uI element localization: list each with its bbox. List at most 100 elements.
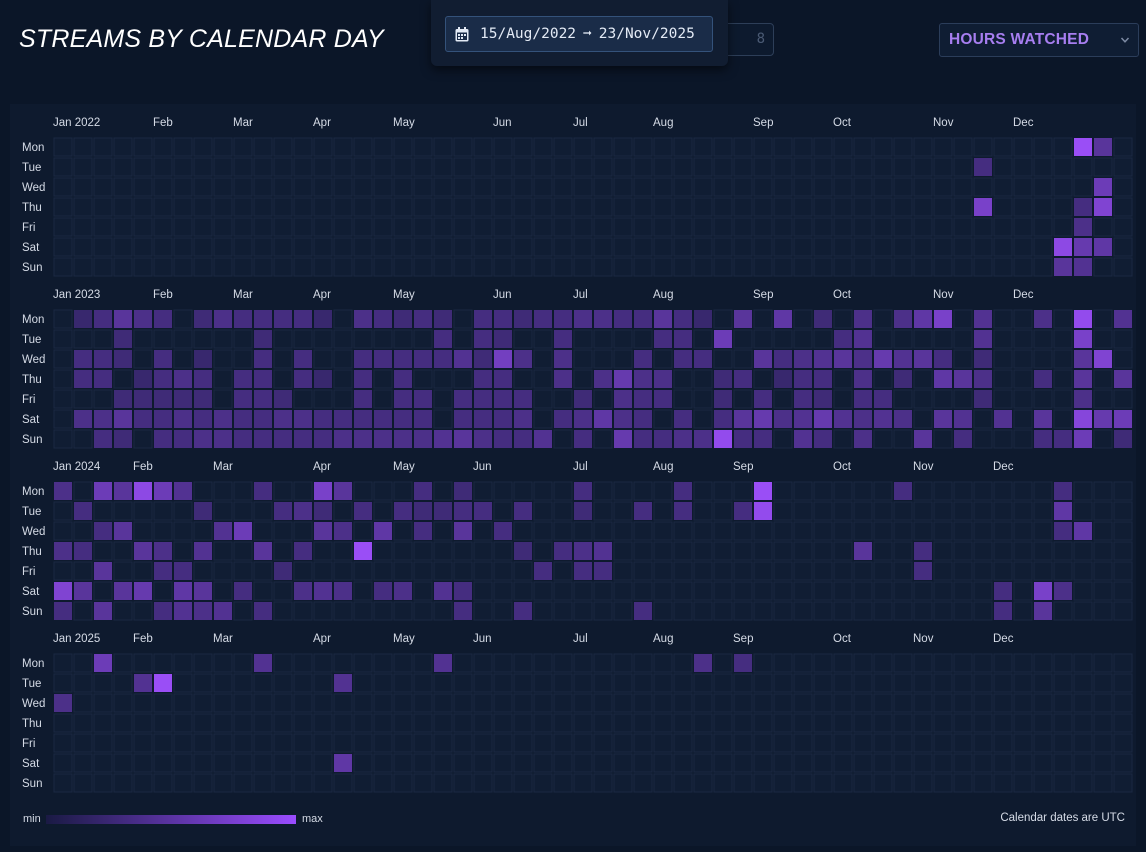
heatmap-cell[interactable]	[134, 674, 152, 692]
heatmap-cell-empty[interactable]	[73, 157, 93, 177]
heatmap-cell[interactable]	[1074, 310, 1092, 328]
heatmap-cell[interactable]	[594, 310, 612, 328]
heatmap-cell-empty[interactable]	[833, 501, 853, 521]
heatmap-cell-empty[interactable]	[853, 521, 873, 541]
heatmap-cell[interactable]	[834, 410, 852, 428]
heatmap-cell-empty[interactable]	[113, 601, 133, 621]
heatmap-cell-empty[interactable]	[473, 481, 493, 501]
heatmap-cell-empty[interactable]	[513, 581, 533, 601]
heatmap-cell-empty[interactable]	[593, 429, 613, 449]
heatmap-cell[interactable]	[474, 390, 492, 408]
heatmap-cell-empty[interactable]	[293, 601, 313, 621]
heatmap-cell-empty[interactable]	[673, 157, 693, 177]
heatmap-cell-empty[interactable]	[893, 673, 913, 693]
heatmap-cell-empty[interactable]	[353, 521, 373, 541]
heatmap-cell-empty[interactable]	[813, 601, 833, 621]
heatmap-cell-empty[interactable]	[1093, 713, 1113, 733]
heatmap-cell[interactable]	[1054, 238, 1072, 256]
heatmap-cell-empty[interactable]	[513, 369, 533, 389]
heatmap-cell-empty[interactable]	[553, 481, 573, 501]
heatmap-cell-empty[interactable]	[473, 601, 493, 621]
heatmap-cell-empty[interactable]	[513, 521, 533, 541]
heatmap-cell-empty[interactable]	[533, 521, 553, 541]
heatmap-cell[interactable]	[1034, 410, 1052, 428]
heatmap-cell-empty[interactable]	[893, 257, 913, 277]
heatmap-cell-empty[interactable]	[633, 257, 653, 277]
heatmap-cell-empty[interactable]	[113, 693, 133, 713]
heatmap-cell-empty[interactable]	[433, 541, 453, 561]
heatmap-cell-empty[interactable]	[113, 157, 133, 177]
heatmap-cell-empty[interactable]	[433, 409, 453, 429]
heatmap-cell-empty[interactable]	[473, 521, 493, 541]
heatmap-cell-empty[interactable]	[533, 349, 553, 369]
heatmap-cell-empty[interactable]	[733, 349, 753, 369]
heatmap-cell[interactable]	[1094, 198, 1112, 216]
heatmap-cell-empty[interactable]	[1033, 237, 1053, 257]
heatmap-cell-empty[interactable]	[1033, 773, 1053, 793]
heatmap-cell-empty[interactable]	[733, 217, 753, 237]
heatmap-cell-empty[interactable]	[393, 197, 413, 217]
heatmap-cell-empty[interactable]	[533, 217, 553, 237]
heatmap-cell-empty[interactable]	[913, 237, 933, 257]
heatmap-cell[interactable]	[594, 542, 612, 560]
heatmap-cell-empty[interactable]	[873, 197, 893, 217]
heatmap-cell-empty[interactable]	[393, 561, 413, 581]
heatmap-cell[interactable]	[634, 602, 652, 620]
heatmap-cell-empty[interactable]	[1013, 157, 1033, 177]
heatmap-cell-empty[interactable]	[913, 389, 933, 409]
heatmap-cell[interactable]	[1074, 430, 1092, 448]
heatmap-cell-empty[interactable]	[513, 237, 533, 257]
heatmap-cell-empty[interactable]	[813, 237, 833, 257]
heatmap-cell-empty[interactable]	[633, 521, 653, 541]
heatmap-cell-empty[interactable]	[253, 673, 273, 693]
heatmap-cell[interactable]	[414, 430, 432, 448]
heatmap-cell-empty[interactable]	[93, 733, 113, 753]
heatmap-cell-empty[interactable]	[53, 733, 73, 753]
heatmap-cell-empty[interactable]	[1113, 329, 1133, 349]
heatmap-cell-empty[interactable]	[933, 237, 953, 257]
heatmap-cell-empty[interactable]	[133, 773, 153, 793]
heatmap-cell-empty[interactable]	[893, 541, 913, 561]
heatmap-cell-empty[interactable]	[473, 177, 493, 197]
heatmap-cell-empty[interactable]	[493, 733, 513, 753]
heatmap-cell-empty[interactable]	[873, 561, 893, 581]
heatmap-cell-empty[interactable]	[1113, 773, 1133, 793]
heatmap-cell[interactable]	[134, 482, 152, 500]
heatmap-cell-empty[interactable]	[493, 541, 513, 561]
heatmap-cell[interactable]	[134, 542, 152, 560]
heatmap-cell-empty[interactable]	[313, 329, 333, 349]
heatmap-cell-empty[interactable]	[293, 561, 313, 581]
heatmap-cell-empty[interactable]	[213, 349, 233, 369]
heatmap-cell-empty[interactable]	[73, 753, 93, 773]
heatmap-cell-empty[interactable]	[313, 693, 333, 713]
heatmap-cell-empty[interactable]	[973, 581, 993, 601]
heatmap-cell-empty[interactable]	[473, 197, 493, 217]
heatmap-cell-empty[interactable]	[373, 257, 393, 277]
heatmap-cell-empty[interactable]	[413, 369, 433, 389]
heatmap-cell-empty[interactable]	[193, 521, 213, 541]
heatmap-cell-empty[interactable]	[213, 501, 233, 521]
heatmap-cell-empty[interactable]	[213, 389, 233, 409]
heatmap-cell-empty[interactable]	[753, 673, 773, 693]
heatmap-cell[interactable]	[1054, 522, 1072, 540]
heatmap-cell-empty[interactable]	[313, 773, 333, 793]
heatmap-cell-empty[interactable]	[733, 733, 753, 753]
heatmap-cell-empty[interactable]	[1013, 733, 1033, 753]
heatmap-cell-empty[interactable]	[693, 773, 713, 793]
heatmap-cell-empty[interactable]	[773, 541, 793, 561]
heatmap-cell-empty[interactable]	[413, 217, 433, 237]
heatmap-cell-empty[interactable]	[993, 197, 1013, 217]
heatmap-cell-empty[interactable]	[933, 693, 953, 713]
heatmap-cell-empty[interactable]	[813, 197, 833, 217]
heatmap-cell-empty[interactable]	[413, 561, 433, 581]
heatmap-cell-empty[interactable]	[933, 389, 953, 409]
heatmap-cell-empty[interactable]	[913, 197, 933, 217]
heatmap-cell-empty[interactable]	[533, 237, 553, 257]
heatmap-cell-empty[interactable]	[733, 481, 753, 501]
heatmap-cell-empty[interactable]	[493, 481, 513, 501]
heatmap-cell[interactable]	[434, 582, 452, 600]
heatmap-cell-empty[interactable]	[793, 501, 813, 521]
heatmap-cell-empty[interactable]	[153, 257, 173, 277]
heatmap-cell-empty[interactable]	[233, 137, 253, 157]
heatmap-cell[interactable]	[814, 370, 832, 388]
